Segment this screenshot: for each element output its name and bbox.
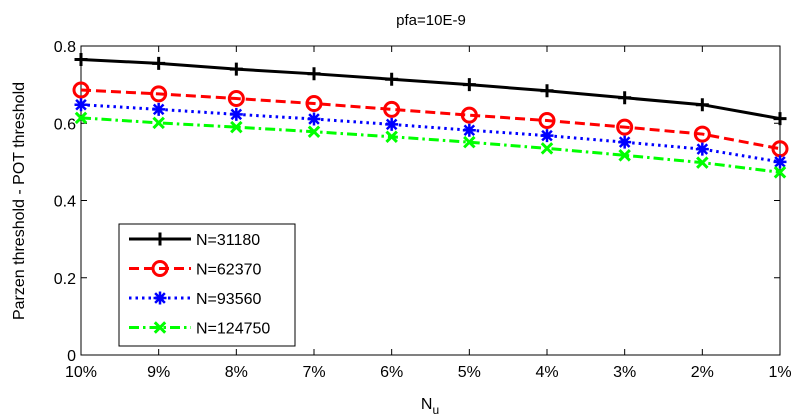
legend-entry: N=31180 xyxy=(129,232,260,249)
data-point xyxy=(150,85,168,103)
y-tick-label: 0.6 xyxy=(54,116,76,133)
y-tick-label: 0.2 xyxy=(54,271,76,288)
x-tick-label: 9% xyxy=(147,364,170,381)
data-point xyxy=(462,123,476,137)
legend-entry: N=124750 xyxy=(129,321,270,338)
data-point xyxy=(307,67,321,81)
x-tick-label: 6% xyxy=(380,364,403,381)
legend-label: N=31180 xyxy=(196,232,260,249)
x-tick-label: 4% xyxy=(535,364,558,381)
data-point xyxy=(227,90,245,108)
axis-ticks: 10% 9% 8% 7% 6% 5% 4% 3% 2% 1% 0 0.2 0.4 0.6 0.8 xyxy=(54,39,792,381)
data-point xyxy=(618,149,631,162)
data-point xyxy=(74,98,88,112)
data-point xyxy=(305,95,323,113)
y-axis-label: Parzen threshold - POT threshold xyxy=(11,82,28,320)
data-point xyxy=(152,116,165,130)
data-point xyxy=(385,130,398,144)
data-point xyxy=(773,112,787,126)
data-point xyxy=(152,102,166,116)
x-tick-label: 8% xyxy=(225,364,248,381)
data-point xyxy=(540,142,554,155)
legend-label: N=124750 xyxy=(196,321,270,338)
data-point xyxy=(540,129,554,143)
data-point xyxy=(307,112,321,126)
data-point xyxy=(152,56,166,70)
series-N=93560 xyxy=(74,98,787,169)
x-tick-label: 1% xyxy=(768,364,791,381)
series-N=62370 xyxy=(72,81,789,158)
series-line xyxy=(80,116,781,174)
legend: N=31180 N=62370 N=93560 N=124750 xyxy=(118,223,296,347)
data-point xyxy=(618,91,632,105)
legend-label: N=93560 xyxy=(196,291,261,308)
y-tick-label: 0.8 xyxy=(54,39,76,56)
legend-marker xyxy=(153,291,167,305)
data-point xyxy=(463,135,476,149)
data-point xyxy=(460,106,478,124)
legend-box xyxy=(118,223,296,347)
data-point xyxy=(696,156,709,169)
data-point xyxy=(385,72,399,86)
data-point xyxy=(229,107,243,121)
data-point xyxy=(695,142,709,156)
series-line xyxy=(80,58,781,121)
legend-marker xyxy=(153,321,167,334)
legend-entry: N=93560 xyxy=(129,291,261,308)
data-point xyxy=(538,112,556,130)
series-N=124750 xyxy=(74,111,787,179)
series-N=31180 xyxy=(74,53,787,126)
legend-marker xyxy=(151,260,169,277)
x-tick-label: 10% xyxy=(65,364,97,381)
data-point xyxy=(618,135,632,149)
data-point xyxy=(307,125,321,139)
x-tick-label: 2% xyxy=(691,364,714,381)
x-tick-label: 3% xyxy=(613,364,636,381)
legend-label: N=62370 xyxy=(196,262,261,279)
series-layer xyxy=(72,53,789,179)
data-point xyxy=(540,84,554,98)
series-line xyxy=(80,88,781,151)
chart-title: pfa=10E-9 xyxy=(396,12,466,29)
legend-entry: N=62370 xyxy=(129,260,261,279)
legend-marker xyxy=(153,232,167,246)
data-point xyxy=(230,120,243,134)
x-tick-label: 5% xyxy=(458,364,481,381)
data-point xyxy=(773,166,787,179)
data-point xyxy=(695,98,709,112)
data-point xyxy=(229,62,243,76)
data-point xyxy=(383,100,401,118)
y-tick-label: 0 xyxy=(67,348,76,365)
data-point xyxy=(462,78,476,92)
y-tick-label: 0.4 xyxy=(54,194,76,211)
data-point xyxy=(72,81,90,99)
data-point xyxy=(385,117,399,131)
data-point xyxy=(74,53,88,67)
x-tick-label: 7% xyxy=(302,364,325,381)
x-axis-label: Nu xyxy=(421,396,439,417)
data-point xyxy=(616,118,634,136)
data-point xyxy=(693,125,711,143)
data-point xyxy=(773,155,787,169)
data-point xyxy=(74,111,88,125)
